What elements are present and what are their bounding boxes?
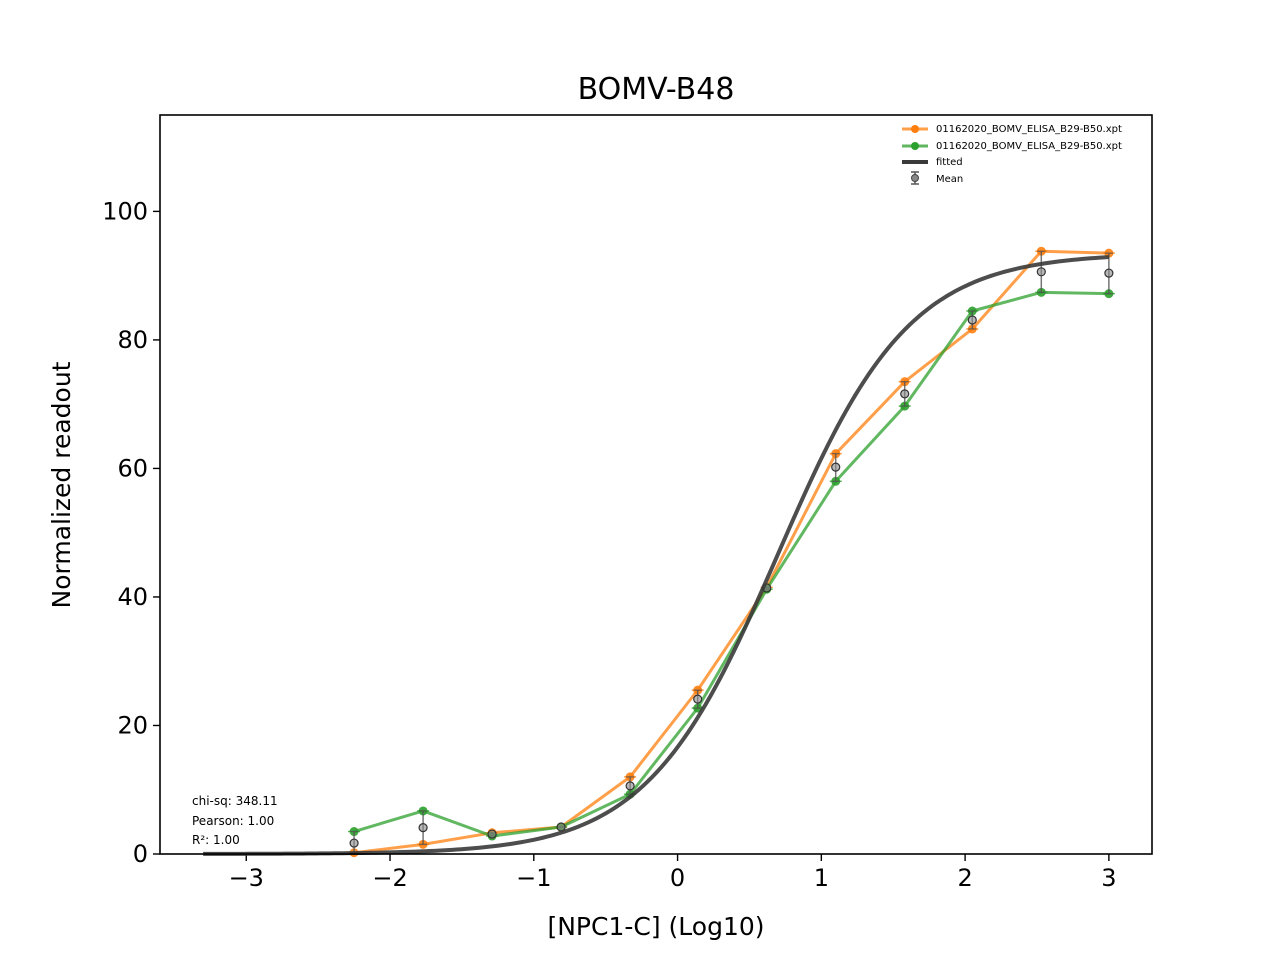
x-tick-label-6: 3 — [1101, 864, 1116, 892]
legend-label-series-2: 01162020_BOMV_ELISA_B29-B50.xpt — [936, 141, 1122, 152]
mean-layer — [349, 250, 1114, 854]
legend-marker-series-2 — [911, 142, 919, 150]
legend-entry-fitted: fitted — [902, 157, 963, 168]
y-tick-label-4: 80 — [117, 326, 148, 354]
y-tick-label-5: 100 — [102, 197, 148, 225]
legend-entry-series-1: 01162020_BOMV_ELISA_B29-B50.xpt — [902, 124, 1122, 135]
stat-chi-sq: chi-sq: 348.11 — [192, 794, 278, 808]
y-tick-label-0: 0 — [133, 840, 148, 868]
x-axis-ticks: −3 −2 −1 0 1 2 3 — [229, 854, 1117, 892]
mean-point-1 — [418, 823, 428, 833]
mean-point-5 — [693, 694, 703, 704]
x-tick-label-3: 0 — [670, 864, 685, 892]
stat-r2: R²: 1.00 — [192, 833, 240, 847]
stat-pearson: Pearson: 1.00 — [192, 814, 274, 828]
x-tick-label-2: −1 — [516, 864, 551, 892]
fit-statistics: chi-sq: 348.11 Pearson: 1.00 R²: 1.00 — [192, 794, 278, 847]
legend-label-mean: Mean — [936, 174, 963, 185]
y-axis-ticks: 0 20 40 60 80 100 — [102, 197, 160, 868]
mean-point-4 — [625, 781, 635, 791]
legend-entry-series-2: 01162020_BOMV_ELISA_B29-B50.xpt — [902, 141, 1122, 152]
fitted-curve — [203, 255, 1109, 856]
mean-point-11 — [1104, 268, 1114, 278]
x-tick-label-0: −3 — [229, 864, 264, 892]
legend: 01162020_BOMV_ELISA_B29-B50.xpt 01162020… — [902, 124, 1122, 185]
y-tick-label-2: 40 — [117, 583, 148, 611]
legend-entry-mean: Mean — [911, 171, 963, 185]
x-tick-label-1: −2 — [372, 864, 407, 892]
y-tick-label-3: 60 — [117, 454, 148, 482]
legend-label-fitted: fitted — [936, 157, 963, 168]
x-axis-label: [NPC1-C] (Log10) — [547, 912, 764, 941]
legend-marker-series-1 — [911, 125, 919, 133]
y-tick-label-1: 20 — [117, 711, 148, 739]
chart-title: BOMV-B48 — [578, 72, 735, 107]
x-tick-label-4: 1 — [814, 864, 829, 892]
mean-point-10 — [1036, 267, 1046, 277]
legend-label-series-1: 01162020_BOMV_ELISA_B29-B50.xpt — [936, 124, 1122, 135]
series-1-line — [353, 249, 1109, 855]
x-tick-label-5: 2 — [957, 864, 972, 892]
mean-point-2 — [487, 829, 497, 839]
y-axis-label: Normalized readout — [47, 361, 76, 608]
mean-point-8 — [900, 389, 910, 399]
legend-marker-mean — [911, 174, 919, 182]
fit-layer — [203, 255, 1109, 856]
plot-frame — [159, 114, 1153, 855]
mean-point-9 — [967, 315, 977, 325]
series-2-line — [353, 290, 1109, 838]
mean-point-0 — [349, 838, 359, 848]
mean-point-7 — [831, 462, 841, 472]
plot-area — [203, 246, 1115, 858]
